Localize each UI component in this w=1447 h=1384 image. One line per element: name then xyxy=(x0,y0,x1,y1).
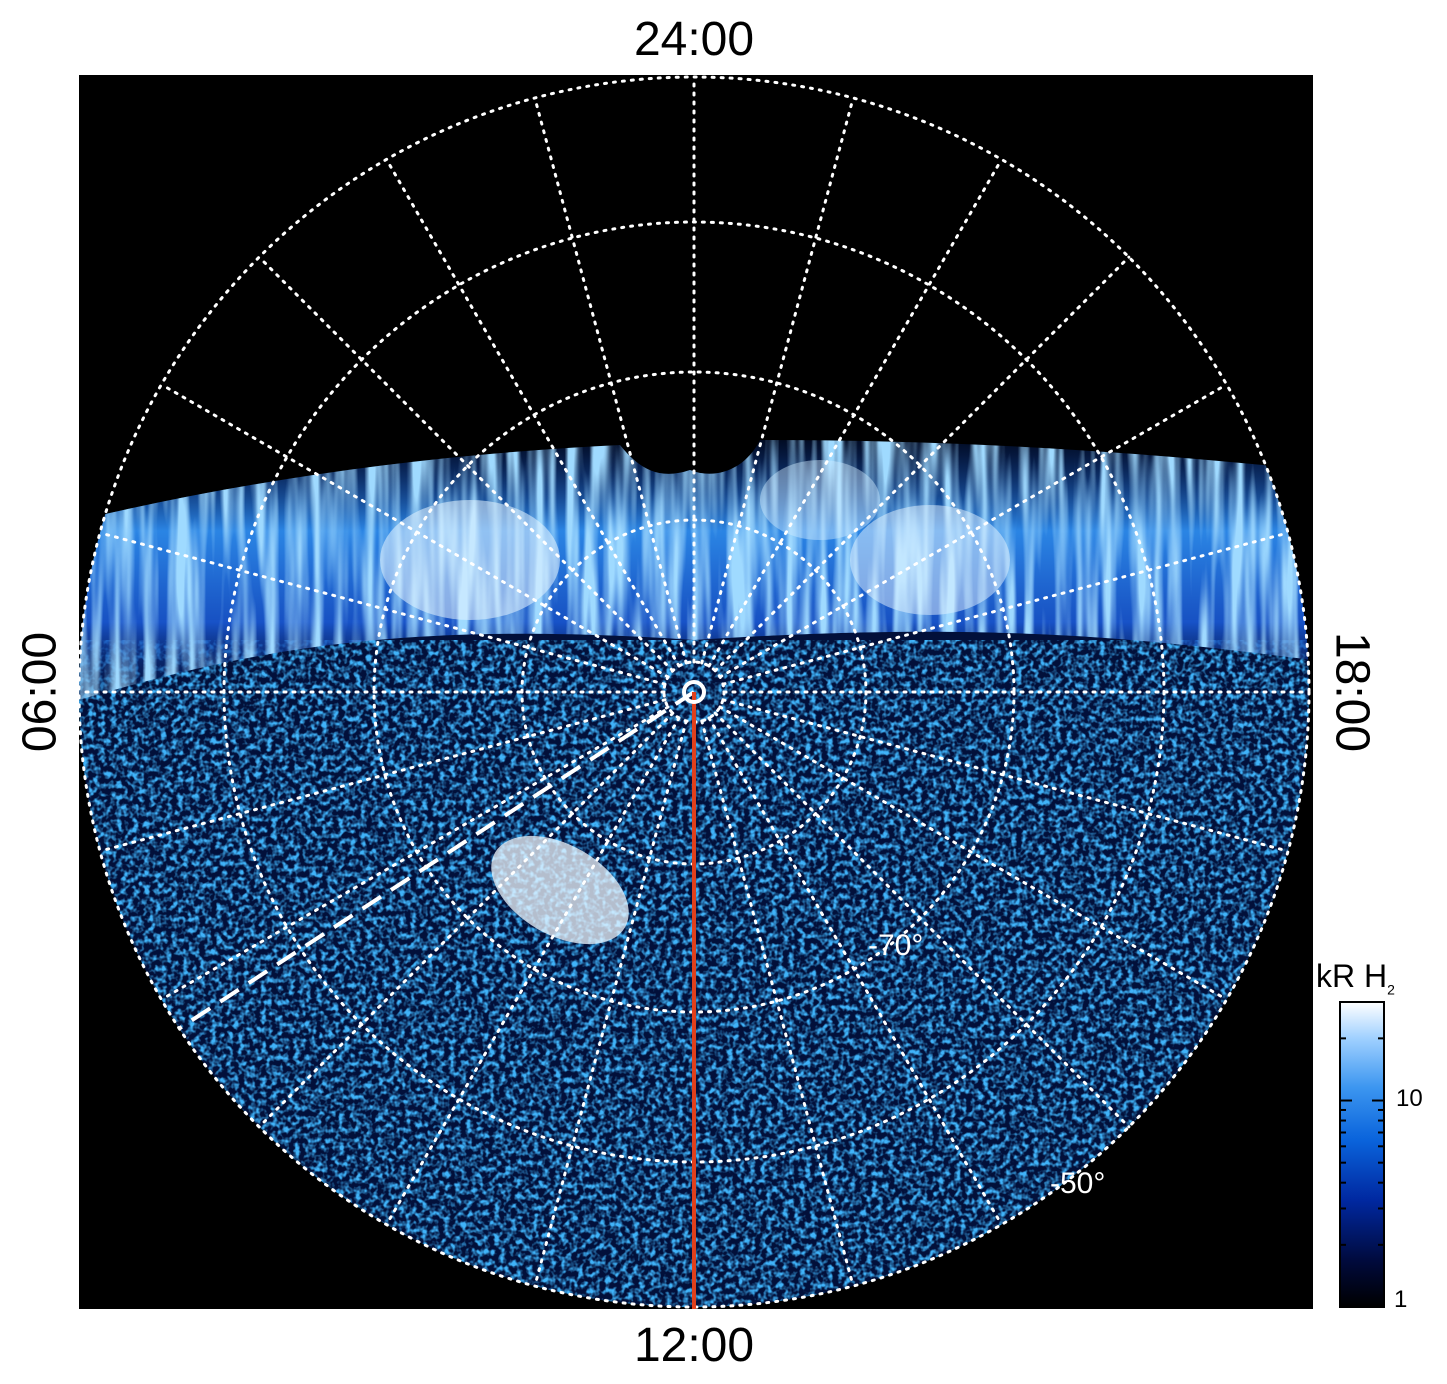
local-time-label-18: 18:00 xyxy=(1325,631,1379,753)
colorbar-title: kR H2 xyxy=(1316,958,1395,997)
meridian-line xyxy=(713,255,1131,673)
colorbar xyxy=(1339,1001,1385,1308)
meridian-line xyxy=(98,698,667,853)
meridian-line xyxy=(707,716,1003,1227)
meridian-line xyxy=(721,531,1290,686)
colorbar-ticks xyxy=(1340,1001,1384,1308)
meridian-line xyxy=(718,383,1229,679)
meridian-line xyxy=(159,383,670,679)
colorbar-tick-10: 10 xyxy=(1396,1085,1423,1112)
local-time-label-06: 06:00 xyxy=(13,631,67,753)
colorbar-tick-1: 1 xyxy=(1394,1286,1408,1313)
meridian-line xyxy=(257,255,675,673)
meridian-line xyxy=(385,716,681,1227)
meridian-grid xyxy=(77,75,1311,1309)
meridian-line xyxy=(700,96,855,665)
meridian-line xyxy=(707,157,1003,668)
meridian-line xyxy=(700,719,855,1288)
pole-marker xyxy=(682,680,706,704)
local-time-label-24: 24:00 xyxy=(633,13,755,66)
dashed-reference-line xyxy=(178,690,696,1030)
meridian-line xyxy=(533,96,688,665)
meridian-line xyxy=(533,719,688,1288)
meridian-line xyxy=(718,705,1229,1001)
meridian-line xyxy=(385,157,681,668)
colorbar-unit: kR H xyxy=(1316,958,1388,994)
colorbar-unit-subscript: 2 xyxy=(1387,981,1395,998)
bright-patch-dawn xyxy=(380,500,560,620)
meridian-line xyxy=(98,531,667,686)
meridian-line xyxy=(713,711,1131,1129)
meridian-line xyxy=(257,711,675,1129)
auroral-oval-streaks xyxy=(79,440,1309,700)
latitude-label-50: -50° xyxy=(1050,1167,1106,1200)
latitude-label-70: -70° xyxy=(868,929,924,962)
dayside-bright-spot xyxy=(491,835,629,945)
local-time-label-12: 12:00 xyxy=(633,1319,755,1372)
meridian-line xyxy=(721,698,1290,853)
meridian-line xyxy=(159,705,670,1001)
bright-patch-midnight xyxy=(760,460,880,540)
